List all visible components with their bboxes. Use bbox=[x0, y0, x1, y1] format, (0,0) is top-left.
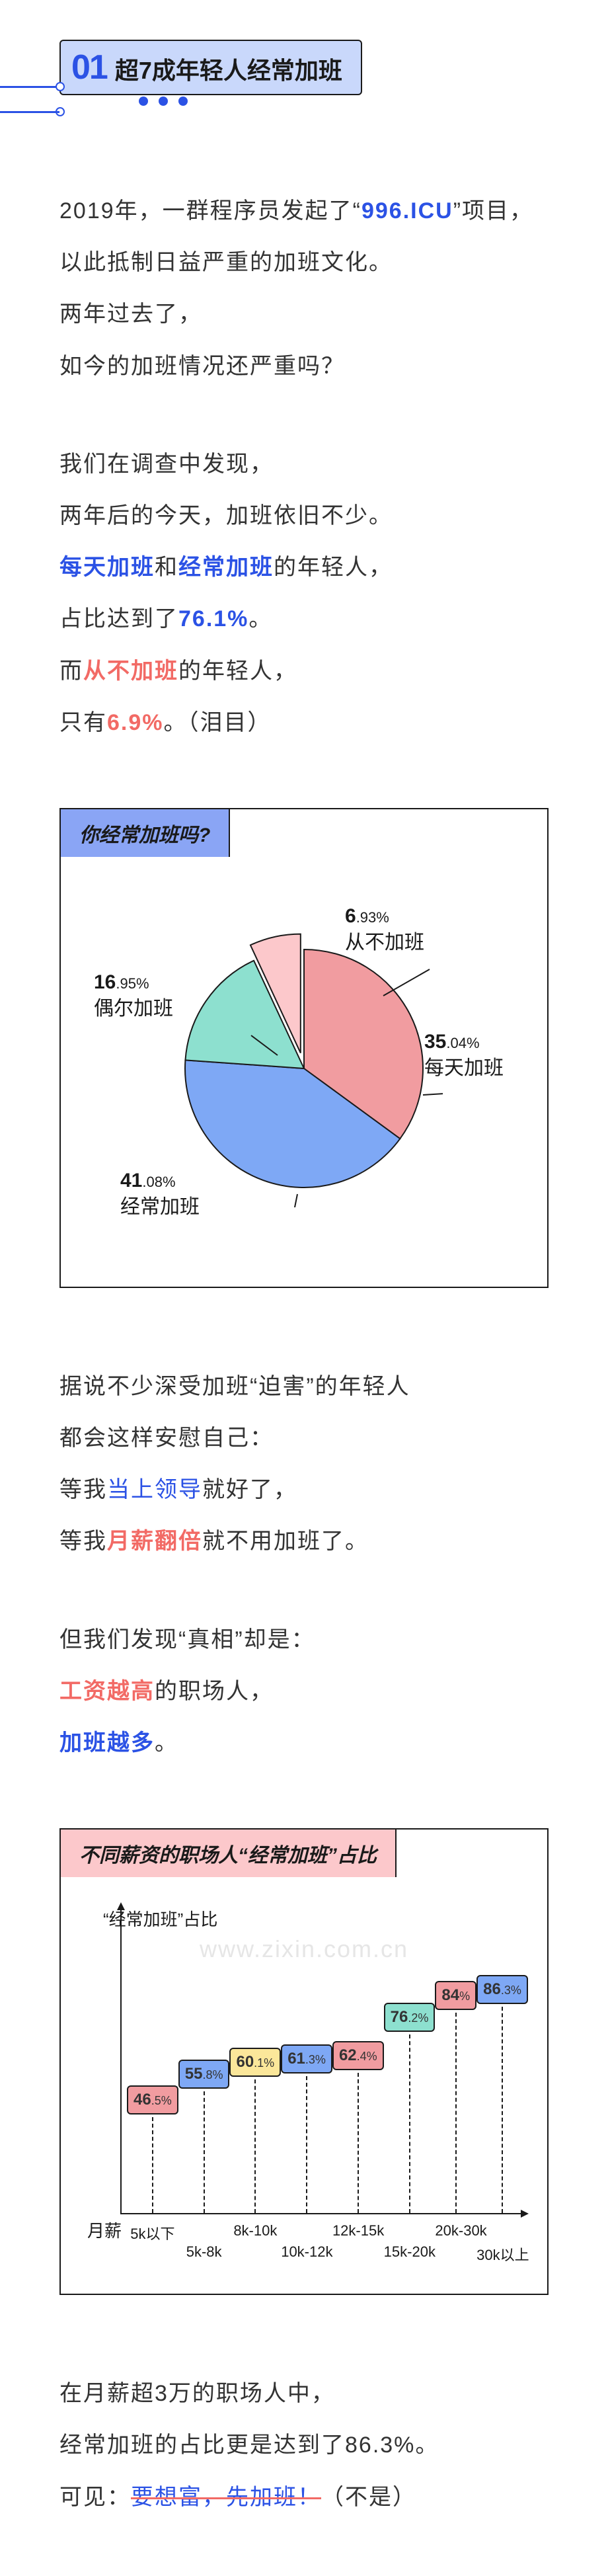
strikethrough-text: 要想富，先加班！ bbox=[131, 2485, 321, 2510]
text: 两年后的今天，加班依旧不少。 bbox=[59, 490, 549, 542]
bar-value-box: 84% bbox=[435, 1981, 476, 2010]
highlight-996: 996.ICU bbox=[361, 198, 453, 223]
text: 占比达到了 bbox=[59, 606, 178, 631]
bar-column: 62.4% 12k-15k bbox=[332, 2041, 384, 2213]
bar-column: 60.1% 8k-10k bbox=[229, 2048, 281, 2213]
bar-column: 76.2% 15k-20k bbox=[384, 2003, 436, 2213]
bar-column: 61.3% 10k-12k bbox=[281, 2044, 332, 2213]
bar-stem bbox=[254, 2079, 256, 2213]
header-title: 超7成年轻人经常加班 bbox=[115, 52, 342, 86]
bar-chart-area: www.zixin.com.cn “经常加班”占比 月薪 46.5% 5k以下 … bbox=[81, 1904, 527, 2261]
header-number: 01 bbox=[71, 48, 107, 87]
text: 的年轻人， bbox=[178, 659, 297, 684]
paragraph-4: 但我们发现“真相”却是： 工资越高的职场人， 加班越多。 bbox=[59, 1614, 549, 1769]
pie-chart-title: 你经常加班吗? bbox=[59, 808, 230, 857]
paragraph-2: 我们在调查中发现， 两年后的今天，加班依旧不少。 每天加班和经常加班的年轻人， … bbox=[59, 438, 549, 748]
paragraph-1: 2019年，一群程序员发起了“996.ICU”项目， 以此抵制日益严重的加班文化… bbox=[59, 185, 549, 392]
text: 2019年，一群程序员发起了“ bbox=[59, 198, 361, 223]
text: 。 bbox=[155, 1730, 178, 1755]
bar-stem bbox=[502, 2007, 503, 2213]
pie-chart-svg bbox=[165, 930, 443, 1207]
pie-label: 41.08%经常加班 bbox=[120, 1168, 200, 1221]
bar-value-box: 76.2% bbox=[384, 2003, 436, 2032]
bar-category-label: 15k-20k bbox=[384, 2243, 436, 2261]
hl: 当上领导 bbox=[107, 1477, 202, 1502]
text: （不是） bbox=[321, 2485, 416, 2510]
bar-column: 55.8% 5k-8k bbox=[178, 2060, 230, 2213]
text: 和 bbox=[155, 555, 178, 580]
bar-y-axis bbox=[120, 1904, 122, 2214]
text: 等我 bbox=[59, 1529, 107, 1554]
bar-stem bbox=[409, 2034, 410, 2213]
pie-chart-card: 你经常加班吗? 35.04%每天加班 41.08%经常加班 16.95%偶尔加班 6.… bbox=[59, 808, 549, 1288]
text: 。 bbox=[248, 606, 272, 631]
bar-value-box: 86.3% bbox=[476, 1975, 528, 2004]
hl-percent: 6.9% bbox=[107, 710, 164, 735]
hl: 加班越多 bbox=[59, 1730, 155, 1755]
bar-stem bbox=[306, 2076, 307, 2213]
hl-percent: 76.1% bbox=[178, 606, 248, 631]
bar-value-box: 46.5% bbox=[127, 2085, 178, 2114]
bars-row: 46.5% 5k以下 55.8% 5k-8k 60.1% 8k-10k 61.3… bbox=[127, 1937, 514, 2213]
header-accent-lines bbox=[59, 86, 549, 112]
hl: 经常加班 bbox=[178, 555, 274, 580]
text: 以此抵制日益严重的加班文化。 bbox=[59, 237, 549, 288]
text: 只有 bbox=[59, 710, 107, 735]
hl: 工资越高 bbox=[59, 1679, 155, 1704]
text: 就不用加班了。 bbox=[202, 1529, 369, 1554]
text: 等我 bbox=[59, 1477, 107, 1502]
text: 但我们发现“真相”却是： bbox=[59, 1614, 549, 1666]
paragraph-5: 在月薪超3万的职场人中， 经常加班的占比更是达到了86.3%。 可见：要想富，先… bbox=[59, 2368, 549, 2523]
bar-column: 84% 20k-30k bbox=[435, 1981, 476, 2213]
bar-chart-card: 不同薪资的职场人“经常加班”占比 www.zixin.com.cn “经常加班”… bbox=[59, 1828, 549, 2295]
text: 据说不少深受加班“迫害”的年轻人 bbox=[59, 1361, 549, 1412]
text: 经常加班的占比更是达到了86.3%。 bbox=[59, 2419, 549, 2471]
bar-x-axis bbox=[120, 2213, 527, 2214]
bar-x-label: 月薪 bbox=[87, 2218, 122, 2242]
bar-category-label: 5k以下 bbox=[127, 2222, 178, 2243]
bar-category-label: 5k-8k bbox=[178, 2243, 230, 2261]
text: ”项目， bbox=[453, 198, 533, 223]
bar-stem bbox=[455, 2013, 457, 2213]
bar-stem bbox=[358, 2073, 359, 2213]
bar-category-label: 30k以上 bbox=[476, 2243, 528, 2265]
text: 两年过去了， bbox=[59, 288, 549, 340]
bar-stem bbox=[152, 2117, 153, 2213]
bar-value-box: 62.4% bbox=[332, 2041, 384, 2070]
text: 我们在调查中发现， bbox=[59, 438, 549, 490]
text: 的年轻人， bbox=[274, 555, 393, 580]
bar-column: 46.5% 5k以下 bbox=[127, 2085, 178, 2213]
bar-stem bbox=[204, 2091, 205, 2213]
bar-category-label: 10k-12k bbox=[281, 2243, 332, 2261]
text: 的职场人， bbox=[155, 1679, 274, 1704]
pie-label: 35.04%每天加班 bbox=[424, 1029, 504, 1082]
text: 可见： bbox=[59, 2485, 131, 2510]
bar-value-box: 61.3% bbox=[281, 2044, 332, 2073]
bar-chart-title: 不同薪资的职场人“经常加班”占比 bbox=[59, 1828, 397, 1877]
text: 在月薪超3万的职场人中， bbox=[59, 2368, 549, 2419]
bar-column: 86.3% 30k以上 bbox=[476, 1975, 528, 2213]
pie-label: 6.93%从不加班 bbox=[345, 903, 424, 957]
bar-value-box: 55.8% bbox=[178, 2060, 230, 2089]
paragraph-3: 据说不少深受加班“迫害”的年轻人 都会这样安慰自己： 等我当上领导就好了， 等我… bbox=[59, 1361, 549, 1568]
hl: 月薪翻倍 bbox=[107, 1529, 202, 1554]
bar-category-label: 8k-10k bbox=[229, 2222, 281, 2239]
text: 如今的加班情况还严重吗？ bbox=[59, 341, 549, 392]
bar-category-label: 12k-15k bbox=[332, 2222, 384, 2239]
text: 都会这样安慰自己： bbox=[59, 1412, 549, 1464]
text: 就好了， bbox=[202, 1477, 297, 1502]
pie-chart-area: 35.04%每天加班 41.08%经常加班 16.95%偶尔加班 6.93%从不加班 bbox=[81, 883, 527, 1254]
hl: 每天加班 bbox=[59, 555, 155, 580]
bar-category-label: 20k-30k bbox=[435, 2222, 476, 2239]
text: 而 bbox=[59, 659, 83, 684]
text: 。（泪目） bbox=[164, 710, 272, 735]
bar-value-box: 60.1% bbox=[229, 2048, 281, 2077]
pie-label: 16.95%偶尔加班 bbox=[94, 969, 173, 1023]
hl: 从不加班 bbox=[83, 659, 178, 684]
